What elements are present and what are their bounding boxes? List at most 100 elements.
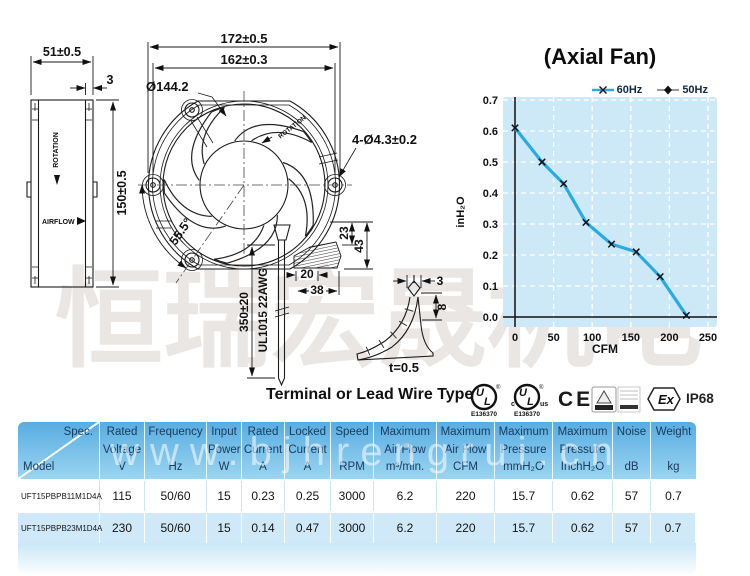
front-view: ROTATION 172±0.5 162±0.3 Ø144.2 4-Ø4.3±0… — [138, 31, 417, 387]
table-header-cell: Maximum Pressure InchH₂O — [553, 422, 613, 479]
table-cell: 3000 — [331, 513, 374, 543]
airflow-arrow — [77, 217, 86, 225]
svg-text:CFM: CFM — [592, 342, 618, 355]
svg-text:0.7: 0.7 — [483, 95, 498, 107]
performance-chart: 0.0 0.1 0.2 0.3 0.4 0.5 0.6 0.7 0 50 100 150 200 250 i… — [455, 95, 717, 355]
certification-marks: U L ® E136370 U L c us ® E136370 CE Ex I… — [470, 383, 714, 418]
model-cell: UFT15PBPB23M1D4A — [18, 513, 102, 543]
table-header-cell: Weight kg — [655, 426, 692, 473]
chart-title: (Axial Fan) — [543, 44, 657, 69]
legend-label-50hz: 50Hz — [682, 84, 708, 96]
dim-hole-spacing: 162±0.3 — [221, 52, 268, 67]
table-header-cell: Locked Current A — [285, 422, 331, 479]
svg-text:200: 200 — [660, 332, 678, 344]
svg-text:®: ® — [496, 384, 501, 391]
spec-table: Spec. Model Rated Voltage V Frequency Hz Input… — [18, 422, 696, 576]
table-header-cell: Input Power W — [207, 422, 242, 479]
svg-text:50: 50 — [547, 332, 559, 344]
table-header-cell: Frequency Hz — [145, 422, 207, 479]
table-header-cell: Maximum Pressure mmH₂O — [495, 422, 553, 479]
table-cell: 0.14 — [242, 513, 285, 543]
dim-terminal-8: 8 — [435, 303, 449, 310]
svg-text:0.2: 0.2 — [483, 250, 498, 262]
side-view: 51±0.5 3 150±0.5 ROTATION AIRFLOW — [26, 45, 129, 288]
dim-front-outer: 172±0.5 — [221, 31, 268, 46]
dim-impeller-dia: Ø144.2 — [146, 79, 189, 94]
legend-marker-50hz-icon — [657, 85, 680, 95]
lead-spec-label: UL1015 22AWG — [258, 268, 270, 352]
svg-text:0.5: 0.5 — [483, 157, 498, 169]
dim-side-width: 51±0.5 — [43, 45, 81, 59]
side-airflow-label: AIRFLOW — [42, 219, 75, 226]
rotation-arrow — [54, 175, 60, 185]
table-header-cell: Rated Current A — [242, 422, 285, 479]
dim-hole-callout: 4-Ø4.3±0.2 — [352, 132, 417, 147]
table-cell: 3000 — [331, 481, 374, 511]
svg-text:c: c — [511, 401, 515, 408]
dim-side-flange: 3 — [107, 73, 114, 87]
table-cell: 0.25 — [285, 481, 331, 511]
terminal-thickness: t=0.5 — [389, 360, 419, 375]
svg-text:inH₂O: inH₂O — [455, 196, 467, 228]
table-header-cell: Noise dB — [613, 422, 651, 479]
table-header-cell: Rated Voltage V — [100, 422, 145, 479]
ul-mark: U L ® E136370 — [470, 383, 501, 418]
table-cell: 57 — [613, 481, 651, 511]
terminal-caption: Terminal or Lead Wire Type — [266, 386, 474, 403]
legend-item-60hz: 60Hz — [591, 84, 643, 96]
table-cell: 15 — [207, 481, 242, 511]
svg-text:L: L — [484, 396, 491, 408]
dim-20: 20 — [300, 267, 314, 281]
svg-text:0: 0 — [512, 332, 518, 344]
ex-label: Ex — [658, 392, 675, 407]
table-header-cell: Maximum Air Flow m³/min. — [374, 422, 437, 479]
model-cell: UFT15PBPB11M1D4A — [18, 481, 102, 511]
chart-legend: 60Hz 50Hz — [450, 84, 708, 96]
corner-model-label: Model — [23, 461, 55, 473]
table-row: UFT15PBPB23M1D4A 230 50/60 15 0.14 0.47 3000 6.… — [18, 511, 696, 543]
ex-mark: Ex — [647, 387, 681, 411]
table-cell: 0.62 — [553, 481, 613, 511]
table-cell: 0.7 — [651, 513, 696, 543]
dim-38: 38 — [310, 283, 324, 297]
table-cell: 6.2 — [374, 513, 437, 543]
ip-rating: IP68 — [686, 391, 714, 406]
dim-43: 43 — [352, 239, 366, 253]
table-header-cell: Speed RPM — [331, 422, 374, 479]
svg-text:L: L — [527, 396, 534, 408]
svg-text:®: ® — [539, 384, 544, 391]
table-cell: 6.2 — [374, 481, 437, 511]
table-cell: 0.23 — [242, 481, 285, 511]
svg-text:0.3: 0.3 — [483, 219, 498, 231]
svg-text:us: us — [540, 401, 548, 408]
ul-file-number: E136370 — [471, 411, 497, 418]
legend-label-60hz: 60Hz — [616, 84, 643, 96]
table-cell: 115 — [100, 481, 145, 511]
table-cell: 230 — [100, 513, 145, 543]
dim-lead-length: 350±20 — [237, 292, 251, 332]
technical-drawing: 51±0.5 3 150±0.5 ROTATION AIRFLOW — [26, 31, 449, 387]
ce-mark: CE — [558, 388, 593, 411]
table-cell: 15.7 — [495, 481, 553, 511]
dim-terminal-3: 3 — [437, 274, 444, 288]
svg-text:0.0: 0.0 — [483, 312, 498, 324]
table-corner-cell: Spec. Model — [18, 422, 100, 479]
svg-text:U: U — [519, 387, 528, 399]
cul-us-mark: U L c us ® E136370 — [511, 383, 548, 418]
dim-side-height: 150±0.5 — [115, 170, 129, 215]
svg-text:0.4: 0.4 — [483, 188, 499, 200]
table-cell: 57 — [613, 513, 651, 543]
svg-text:0.1: 0.1 — [483, 281, 498, 293]
legend-marker-60hz-icon — [591, 86, 614, 94]
table-cell: 220 — [437, 513, 495, 543]
table-cell: 0.62 — [553, 513, 613, 543]
table-header-row: Spec. Model Rated Voltage V Frequency Hz Input… — [18, 422, 696, 479]
table-cell: 50/60 — [145, 513, 207, 543]
corner-spec-label: Spec. — [63, 426, 93, 438]
table-cell: 220 — [437, 481, 495, 511]
tuv-badge — [591, 386, 641, 413]
dim-23: 23 — [337, 226, 351, 240]
table-row: UFT15PBPB11M1D4A 115 50/60 15 0.23 0.25 3000 6.… — [18, 479, 696, 511]
svg-text:U: U — [476, 387, 485, 399]
